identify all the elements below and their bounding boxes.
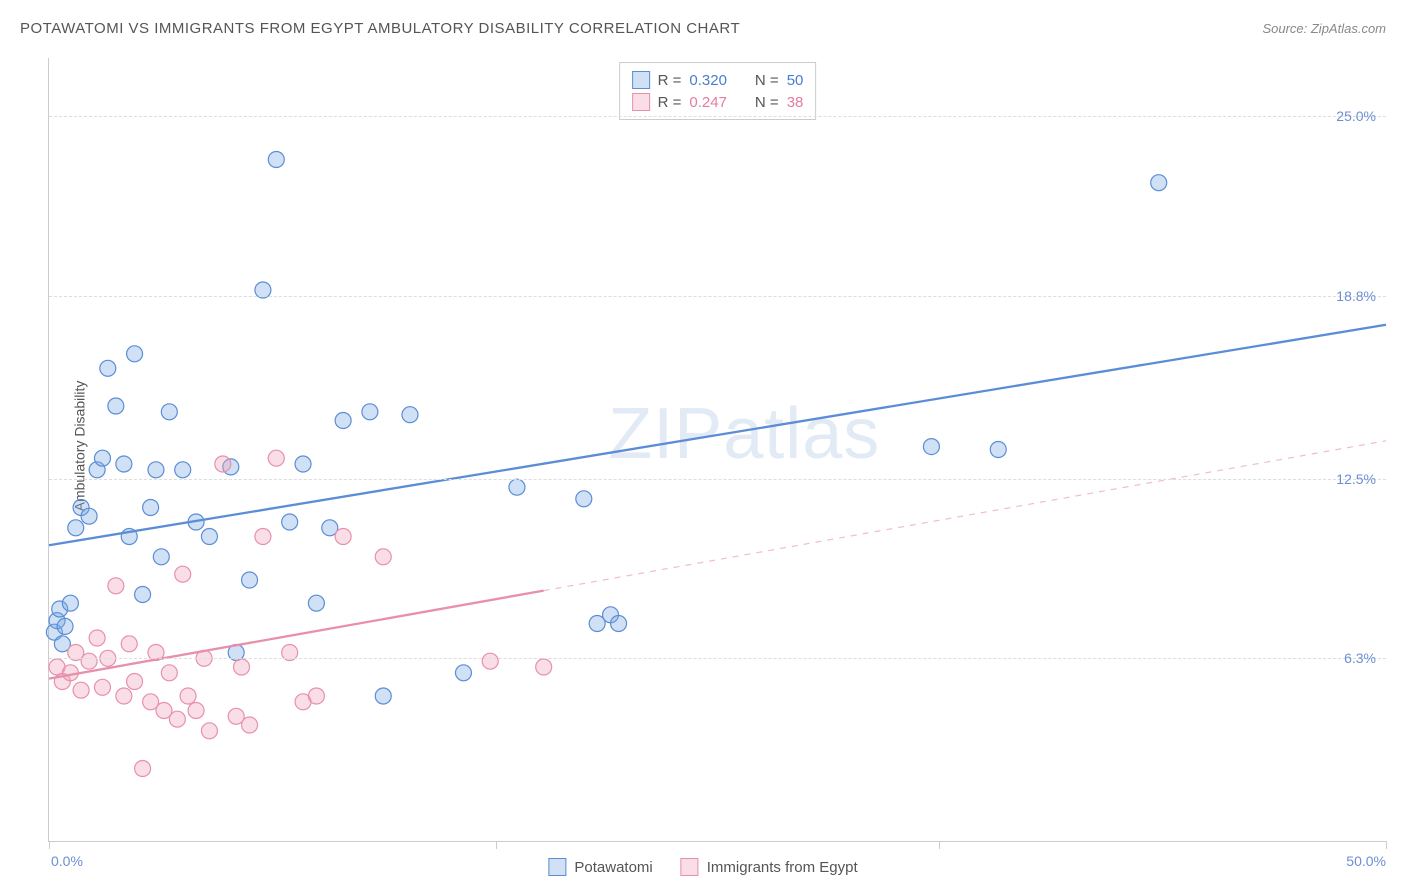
scatter-point: [148, 462, 164, 478]
scatter-point: [81, 508, 97, 524]
gridline: [49, 658, 1386, 659]
scatter-point: [89, 630, 105, 646]
y-tick-label: 6.3%: [1344, 650, 1376, 666]
bottom-legend: Potawatomi Immigrants from Egypt: [548, 858, 857, 876]
scatter-point: [108, 578, 124, 594]
scatter-point: [335, 413, 351, 429]
legend-label-0: Potawatomi: [574, 859, 652, 876]
scatter-point: [116, 456, 132, 472]
trend-line-solid: [49, 591, 544, 679]
y-tick-label: 12.5%: [1336, 471, 1376, 487]
scatter-point: [201, 529, 217, 545]
legend-label-1: Immigrants from Egypt: [707, 859, 858, 876]
scatter-point: [127, 674, 143, 690]
x-tick: [939, 841, 940, 849]
scatter-point: [169, 711, 185, 727]
scatter-point: [215, 456, 231, 472]
scatter-point: [255, 529, 271, 545]
x-tick: [496, 841, 497, 849]
scatter-point: [482, 653, 498, 669]
chart-header: POTAWATOMI VS IMMIGRANTS FROM EGYPT AMBU…: [20, 20, 1386, 37]
scatter-point: [94, 450, 110, 466]
scatter-point: [81, 653, 97, 669]
trend-line: [49, 325, 1386, 545]
scatter-point: [375, 688, 391, 704]
scatter-point: [161, 665, 177, 681]
swatch-series-1: [632, 93, 650, 111]
legend-item-0: Potawatomi: [548, 858, 652, 876]
scatter-point: [536, 659, 552, 675]
legend-swatch-1: [681, 858, 699, 876]
scatter-point: [108, 398, 124, 414]
swatch-series-0: [632, 71, 650, 89]
scatter-point: [242, 717, 258, 733]
trend-line-dashed: [544, 441, 1386, 591]
scatter-point: [509, 479, 525, 495]
scatter-point: [268, 152, 284, 168]
scatter-point: [127, 346, 143, 362]
gridline: [49, 296, 1386, 297]
y-tick-label: 18.8%: [1336, 288, 1376, 304]
y-tick-label: 25.0%: [1336, 108, 1376, 124]
scatter-point: [282, 514, 298, 530]
chart-title: POTAWATOMI VS IMMIGRANTS FROM EGYPT AMBU…: [20, 20, 740, 37]
scatter-point: [335, 529, 351, 545]
scatter-point: [135, 761, 151, 777]
scatter-point: [135, 587, 151, 603]
scatter-point: [1151, 175, 1167, 191]
x-tick-label-max: 50.0%: [1346, 853, 1386, 869]
scatter-point: [73, 682, 89, 698]
scatter-point: [362, 404, 378, 420]
scatter-point: [143, 500, 159, 516]
scatter-point: [990, 442, 1006, 458]
chart-plot-area: ZIPatlas R = 0.320 N = 50 R = 0.247 N = …: [48, 58, 1386, 842]
scatter-point: [375, 549, 391, 565]
scatter-svg: [49, 58, 1386, 841]
stats-legend: R = 0.320 N = 50 R = 0.247 N = 38: [619, 62, 817, 120]
scatter-point: [923, 439, 939, 455]
gridline: [49, 116, 1386, 117]
legend-item-1: Immigrants from Egypt: [681, 858, 858, 876]
scatter-point: [295, 456, 311, 472]
scatter-point: [268, 450, 284, 466]
chart-source: Source: ZipAtlas.com: [1262, 21, 1386, 36]
scatter-point: [201, 723, 217, 739]
scatter-point: [455, 665, 471, 681]
scatter-point: [62, 595, 78, 611]
scatter-point: [611, 616, 627, 632]
scatter-point: [576, 491, 592, 507]
scatter-point: [100, 360, 116, 376]
x-tick-label-min: 0.0%: [51, 853, 83, 869]
scatter-point: [116, 688, 132, 704]
scatter-point: [121, 636, 137, 652]
scatter-point: [402, 407, 418, 423]
scatter-point: [188, 703, 204, 719]
scatter-point: [161, 404, 177, 420]
x-tick: [1386, 841, 1387, 849]
scatter-point: [57, 618, 73, 634]
scatter-point: [175, 462, 191, 478]
scatter-point: [68, 520, 84, 536]
legend-swatch-0: [548, 858, 566, 876]
scatter-point: [242, 572, 258, 588]
scatter-point: [175, 566, 191, 582]
scatter-point: [234, 659, 250, 675]
stats-row-series-1: R = 0.247 N = 38: [632, 91, 804, 113]
scatter-point: [180, 688, 196, 704]
scatter-point: [153, 549, 169, 565]
scatter-point: [308, 595, 324, 611]
gridline: [49, 479, 1386, 480]
stats-row-series-0: R = 0.320 N = 50: [632, 69, 804, 91]
scatter-point: [94, 679, 110, 695]
scatter-point: [308, 688, 324, 704]
x-tick: [49, 841, 50, 849]
